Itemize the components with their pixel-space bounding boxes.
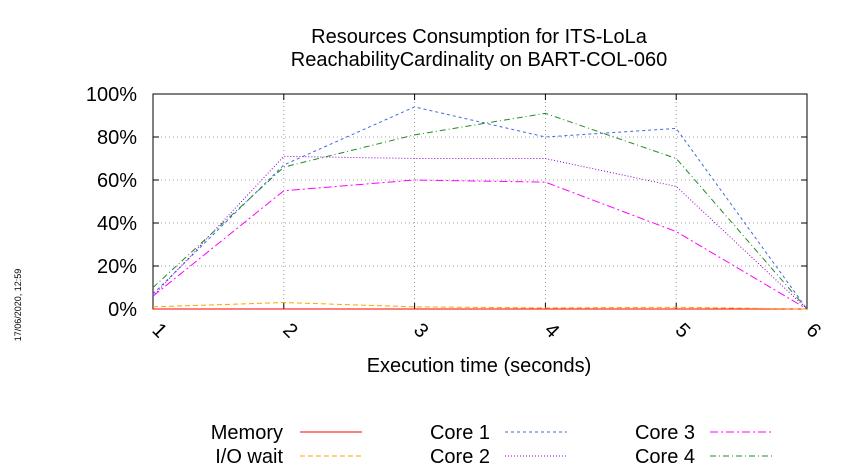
legend-label-memory: Memory (211, 422, 283, 444)
y-tick-label: 80% (97, 127, 137, 149)
plot-frame (152, 93, 808, 310)
series-lines (152, 106, 808, 310)
chart-title-line2: ReachabilityCardinality on BART-COL-060 (291, 49, 667, 71)
grid (153, 94, 807, 309)
x-tick-label: 5 (671, 319, 694, 342)
y-tick-label: 0% (108, 299, 137, 321)
legend-label-i-o-wait: I/O wait (215, 446, 283, 468)
y-tick-label: 100% (86, 84, 137, 106)
series-line-i-o-wait (152, 302, 808, 310)
x-tick-label: 1 (148, 319, 171, 342)
series-line-core-2 (152, 155, 808, 310)
y-tick-label: 60% (97, 170, 137, 192)
legend-label-core-4: Core 4 (635, 446, 695, 468)
legend-label-core-2: Core 2 (430, 446, 490, 468)
x-tick-label: 3 (409, 319, 432, 342)
legend-label-core-1: Core 1 (430, 422, 490, 444)
legend-label-core-3: Core 3 (635, 422, 695, 444)
x-tick-label: 2 (278, 319, 301, 342)
series-line-core-1 (152, 106, 808, 310)
timestamp-label: 17/06/2020, 12:59 (13, 269, 23, 342)
y-tick-label: 20% (97, 256, 137, 278)
x-tick-label: 6 (802, 319, 825, 342)
x-tick-label: 4 (540, 319, 563, 342)
y-tick-label: 40% (97, 213, 137, 235)
y-axis: 0% 20% 40% 60% 80% 100% (86, 84, 807, 321)
x-axis-label: Execution time (seconds) (367, 355, 592, 377)
chart-title-line1: Resources Consumption for ITS-LoLa (311, 26, 648, 48)
series-line-core-3 (152, 179, 808, 310)
series-line-core-4 (152, 112, 808, 310)
